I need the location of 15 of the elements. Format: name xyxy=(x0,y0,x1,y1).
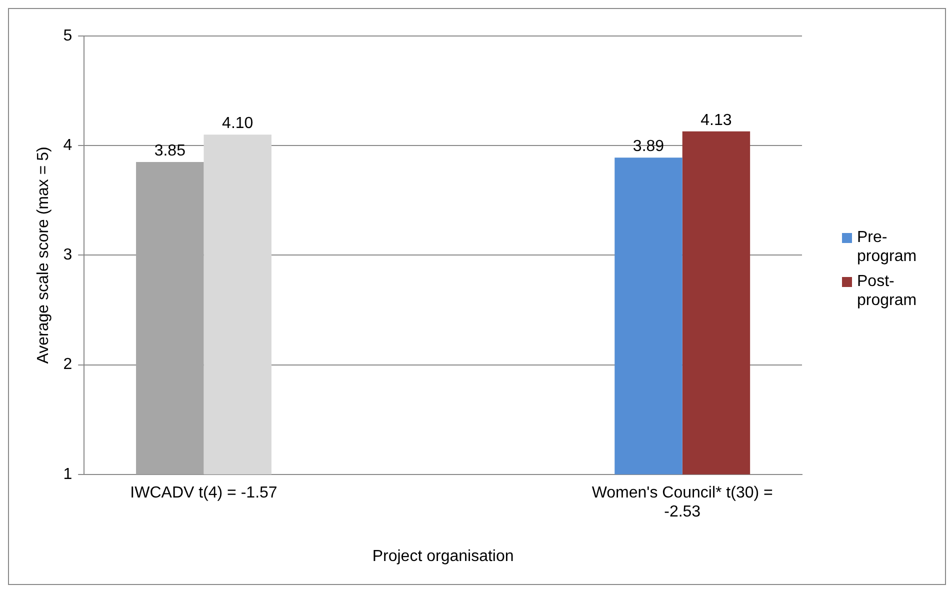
x-tick-label: IWCADV t(4) = -1.57 xyxy=(130,484,278,502)
data-label: 4.10 xyxy=(222,115,254,132)
y-tick-label: 4 xyxy=(63,137,72,154)
y-tick-label: 2 xyxy=(63,356,72,374)
y-tick-label: 1 xyxy=(63,466,72,483)
data-label: 3.89 xyxy=(632,138,664,156)
legend-label: Post-program xyxy=(857,272,918,310)
data-label: 3.85 xyxy=(154,142,186,160)
y-tick-label: 5 xyxy=(63,27,72,44)
y-axis-title: Average scale score (max = 5) xyxy=(35,146,52,364)
data-label: 4.13 xyxy=(700,112,732,129)
legend-label: Pre-program xyxy=(857,228,918,266)
x-tick-label: Women's Council* t(30) = -2.53 xyxy=(592,484,773,521)
y-tick-label: 3 xyxy=(63,246,72,264)
x-axis-title: Project organisation xyxy=(372,548,514,565)
